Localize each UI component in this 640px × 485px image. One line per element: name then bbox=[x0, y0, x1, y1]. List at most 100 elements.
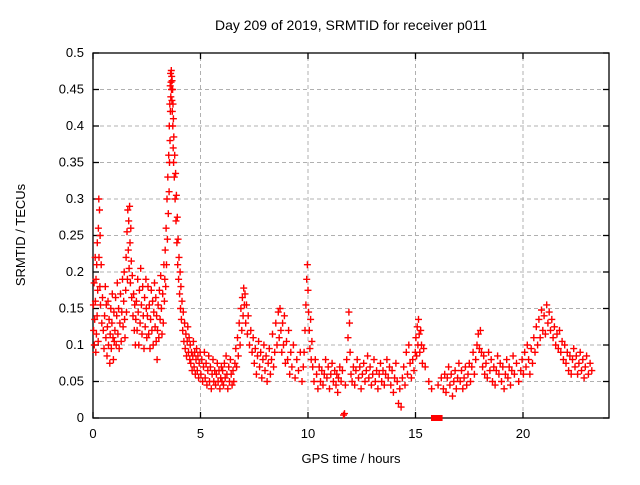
data-point-marker bbox=[103, 352, 111, 360]
data-point-marker bbox=[159, 319, 167, 327]
data-point-marker bbox=[171, 195, 179, 203]
data-point-marker bbox=[476, 326, 484, 334]
data-point-marker bbox=[163, 261, 170, 269]
data-point-marker bbox=[503, 356, 511, 364]
data-point-marker bbox=[576, 348, 584, 356]
data-point-marker bbox=[406, 359, 414, 367]
data-point-marker bbox=[243, 330, 251, 338]
data-point-marker bbox=[556, 326, 563, 334]
data-point-marker bbox=[120, 268, 128, 276]
data-point-marker bbox=[145, 330, 153, 338]
data-point-marker bbox=[370, 356, 378, 364]
data-point-marker bbox=[189, 337, 197, 345]
data-point-marker bbox=[164, 210, 172, 218]
data-point-marker bbox=[259, 356, 267, 364]
data-point-marker bbox=[195, 374, 203, 382]
data-point-marker bbox=[151, 279, 158, 287]
data-point-marker bbox=[143, 312, 151, 320]
data-point-marker bbox=[124, 206, 132, 214]
data-point-marker bbox=[495, 370, 503, 378]
data-point-marker bbox=[263, 378, 271, 385]
data-point-marker bbox=[447, 370, 455, 378]
data-point-marker bbox=[137, 301, 145, 309]
data-point-marker bbox=[217, 363, 225, 371]
data-point-marker bbox=[284, 356, 292, 364]
data-point-marker bbox=[392, 359, 400, 367]
data-point-marker bbox=[268, 356, 275, 364]
data-point-marker bbox=[504, 374, 512, 382]
data-point-marker bbox=[169, 144, 177, 152]
data-point-marker bbox=[225, 363, 233, 371]
data-point-marker bbox=[534, 341, 542, 349]
data-point-marker bbox=[168, 77, 176, 85]
data-point-marker bbox=[380, 381, 388, 389]
data-point-marker bbox=[92, 348, 100, 356]
data-point-marker bbox=[525, 356, 533, 364]
data-point-marker bbox=[142, 275, 150, 283]
data-point-marker bbox=[277, 326, 285, 334]
data-point-marker bbox=[250, 359, 258, 367]
data-point-marker bbox=[235, 319, 243, 327]
data-point-marker bbox=[443, 374, 451, 382]
data-point-marker bbox=[262, 352, 270, 360]
data-point-marker bbox=[404, 370, 411, 378]
data-point-marker bbox=[157, 272, 165, 280]
data-point-marker bbox=[508, 367, 516, 375]
data-point-marker bbox=[548, 315, 556, 323]
data-point-marker bbox=[266, 370, 274, 378]
data-point-marker bbox=[149, 341, 157, 349]
data-point-marker bbox=[441, 370, 449, 378]
data-point-marker bbox=[174, 261, 182, 269]
data-point-marker bbox=[280, 341, 287, 349]
data-point-marker bbox=[565, 367, 573, 375]
data-point-marker bbox=[491, 381, 499, 389]
data-point-marker bbox=[293, 356, 301, 364]
data-point-marker bbox=[535, 315, 543, 323]
data-point-marker bbox=[341, 381, 349, 389]
data-point-marker bbox=[586, 359, 594, 367]
data-point-marker bbox=[249, 334, 257, 342]
data-point-marker bbox=[455, 359, 463, 367]
data-point-marker bbox=[116, 319, 124, 327]
data-point-marker bbox=[123, 308, 130, 316]
data-point-marker bbox=[172, 191, 180, 199]
data-point-marker bbox=[136, 319, 144, 327]
data-point-marker bbox=[241, 290, 249, 298]
data-point-marker bbox=[141, 294, 149, 302]
data-point-marker bbox=[320, 370, 328, 378]
y-tick-label: 0.3 bbox=[66, 191, 84, 206]
data-point-marker bbox=[418, 341, 425, 349]
data-point-marker bbox=[123, 228, 131, 236]
data-point-marker bbox=[561, 341, 569, 349]
data-point-marker bbox=[547, 326, 554, 334]
data-point-marker bbox=[160, 297, 168, 305]
data-point-marker bbox=[454, 374, 462, 382]
data-point-marker bbox=[485, 348, 493, 356]
data-point-marker bbox=[460, 374, 468, 382]
data-point-marker bbox=[574, 370, 582, 378]
data-point-marker bbox=[521, 348, 529, 356]
data-point-marker bbox=[309, 363, 317, 371]
data-point-marker bbox=[94, 286, 102, 294]
data-point-marker bbox=[415, 330, 423, 338]
data-point-marker bbox=[143, 334, 151, 342]
data-point-marker bbox=[212, 381, 220, 389]
data-point-marker bbox=[125, 264, 133, 272]
data-point-marker bbox=[353, 356, 361, 364]
data-point-marker bbox=[102, 334, 110, 342]
data-point-marker bbox=[230, 378, 238, 385]
data-point-marker bbox=[154, 301, 162, 309]
data-point-marker bbox=[314, 385, 322, 393]
data-point-marker bbox=[128, 272, 136, 280]
data-point-marker bbox=[121, 334, 129, 342]
data-point-marker bbox=[123, 275, 131, 283]
data-point-marker bbox=[226, 356, 234, 364]
data-point-marker bbox=[173, 213, 181, 221]
data-point-marker bbox=[527, 345, 535, 353]
data-point-marker bbox=[313, 370, 321, 378]
data-point-marker bbox=[468, 363, 476, 371]
y-tick-label: 0.4 bbox=[66, 118, 84, 133]
data-point-marker bbox=[487, 356, 495, 364]
data-point-marker bbox=[418, 359, 426, 367]
data-point-marker bbox=[364, 352, 372, 360]
